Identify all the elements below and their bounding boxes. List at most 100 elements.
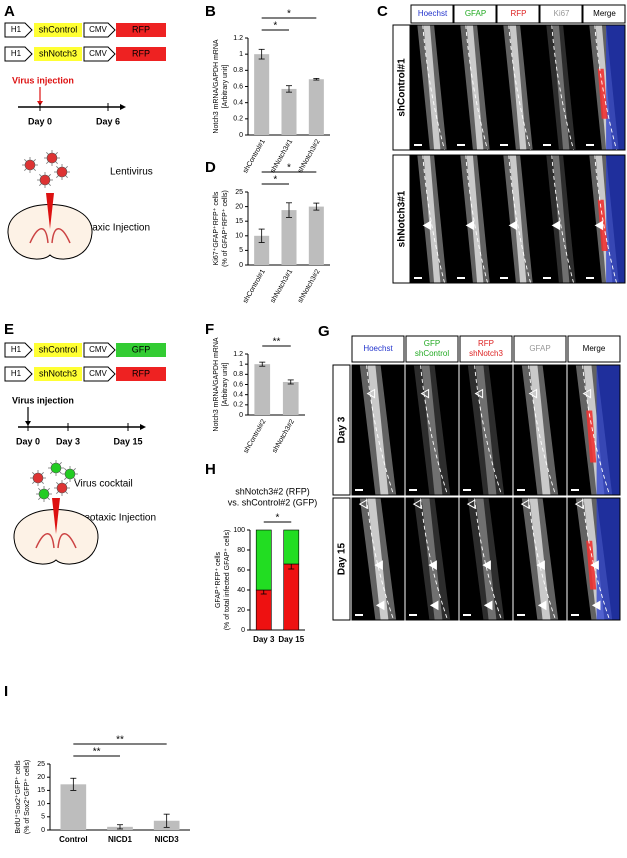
promoter-label: H1 bbox=[11, 49, 22, 58]
x-tick-label: Day 15 bbox=[278, 635, 304, 644]
border bbox=[594, 154, 618, 284]
tissue bbox=[475, 365, 497, 495]
y-tick-label: 0 bbox=[239, 412, 243, 419]
scale-bar bbox=[355, 614, 363, 616]
y-tick-label: 0.6 bbox=[233, 381, 243, 388]
y-axis-label: Ki67⁺GFAP⁺RFP⁺ cells bbox=[212, 191, 220, 265]
y-tick-label: 20 bbox=[235, 203, 243, 210]
timeline-arrow bbox=[120, 104, 126, 110]
arrowhead bbox=[428, 560, 437, 570]
column-header-label: shNotch3 bbox=[469, 349, 503, 358]
virus bbox=[56, 166, 68, 178]
y-axis-label: BrdU⁺Sox2⁺GFP⁺ cells bbox=[14, 760, 22, 834]
arrowhead bbox=[474, 388, 484, 399]
border bbox=[474, 364, 503, 496]
x-tick-label: Control bbox=[59, 835, 87, 844]
x-tick-label: shNotch3#2 bbox=[297, 268, 322, 304]
column-header bbox=[351, 335, 405, 363]
frame bbox=[351, 364, 405, 496]
significance-label: * bbox=[273, 21, 277, 32]
column-header-label: RFP bbox=[511, 9, 527, 18]
arrowhead bbox=[366, 388, 376, 399]
y-axis-label: (% of GFAP⁺RFP⁺ cells) bbox=[221, 190, 229, 267]
significance-label: * bbox=[273, 175, 277, 186]
arrowhead bbox=[528, 388, 538, 399]
brain-ventricle bbox=[35, 533, 77, 549]
promoter-label: CMV bbox=[89, 345, 107, 354]
frame bbox=[405, 497, 459, 621]
promoter bbox=[4, 22, 33, 38]
tissue bbox=[421, 365, 443, 495]
tissue bbox=[546, 25, 576, 150]
column-header bbox=[459, 335, 513, 363]
bar bbox=[60, 784, 87, 830]
y-tick-label: 60 bbox=[237, 567, 245, 574]
brain bbox=[13, 509, 99, 565]
tissue bbox=[475, 498, 497, 620]
panel-label: I bbox=[4, 683, 8, 700]
significance-label: * bbox=[287, 9, 291, 20]
panel-label: D bbox=[205, 159, 216, 176]
scale-bar bbox=[586, 277, 594, 279]
column-header bbox=[410, 4, 454, 24]
arrowhead bbox=[482, 560, 491, 570]
timeline-arrow bbox=[140, 424, 146, 430]
column-header-label: Ki67 bbox=[553, 9, 570, 18]
promoter bbox=[4, 46, 33, 62]
bar bbox=[308, 79, 324, 135]
promoter bbox=[83, 22, 116, 38]
scale-bar bbox=[586, 144, 594, 146]
frame bbox=[513, 497, 567, 621]
promoter bbox=[4, 342, 33, 358]
arrowhead bbox=[520, 499, 530, 509]
frame bbox=[582, 24, 626, 151]
tissue bbox=[509, 25, 527, 150]
scale-bar bbox=[463, 489, 471, 491]
signal bbox=[597, 68, 608, 119]
arrowhead bbox=[582, 388, 592, 399]
frame bbox=[405, 364, 459, 496]
promoter-label: H1 bbox=[11, 369, 22, 378]
tissue bbox=[529, 498, 551, 620]
row-header-label: Day 3 bbox=[337, 416, 348, 443]
significance-label: ** bbox=[93, 747, 101, 758]
scale-bar bbox=[543, 144, 551, 146]
significance-label: * bbox=[287, 163, 291, 174]
y-axis-label: GFAP⁺RFP⁺ cells bbox=[214, 551, 222, 608]
y-tick-label: 0.2 bbox=[233, 402, 243, 409]
significance-label: ** bbox=[116, 735, 124, 746]
reporter bbox=[116, 343, 166, 357]
column-header-label: Merge bbox=[593, 9, 616, 18]
panel-label: F bbox=[205, 321, 214, 338]
reporter-label: GFP bbox=[132, 344, 151, 354]
arrowhead bbox=[551, 220, 561, 231]
needle bbox=[46, 193, 54, 229]
x-tick-label: Day 3 bbox=[253, 635, 275, 644]
column-header-label: GFAP bbox=[529, 344, 550, 353]
y-tick-label: 0.6 bbox=[233, 83, 243, 90]
y-axis-label: (% of total infected GFAP⁺ cells) bbox=[223, 530, 231, 631]
virus bbox=[64, 468, 76, 480]
row-header-label: shNotch3#1 bbox=[397, 190, 408, 247]
frame bbox=[567, 364, 621, 496]
tissue bbox=[413, 498, 451, 620]
arrowhead bbox=[536, 560, 545, 570]
day-label: Day 0 bbox=[28, 116, 52, 126]
bar bbox=[254, 54, 270, 135]
column-header-label: GFAP bbox=[465, 9, 486, 18]
arrowhead bbox=[429, 600, 439, 611]
tissue bbox=[529, 365, 551, 495]
gene-label: shNotch3 bbox=[39, 368, 77, 378]
column-header bbox=[582, 4, 626, 24]
tissue bbox=[466, 25, 484, 150]
tissue bbox=[423, 25, 441, 150]
reporter bbox=[116, 47, 166, 61]
gene bbox=[34, 47, 82, 61]
significance-label: * bbox=[276, 513, 280, 524]
method-label: Stereotaxic Injection bbox=[60, 223, 150, 234]
arrowhead bbox=[358, 499, 368, 509]
tissue bbox=[421, 498, 443, 620]
y-axis-label: Notch3 mRNA/GAPDH mRNA bbox=[213, 337, 220, 431]
row-header-label: Day 15 bbox=[337, 542, 348, 575]
arrowhead bbox=[374, 560, 383, 570]
